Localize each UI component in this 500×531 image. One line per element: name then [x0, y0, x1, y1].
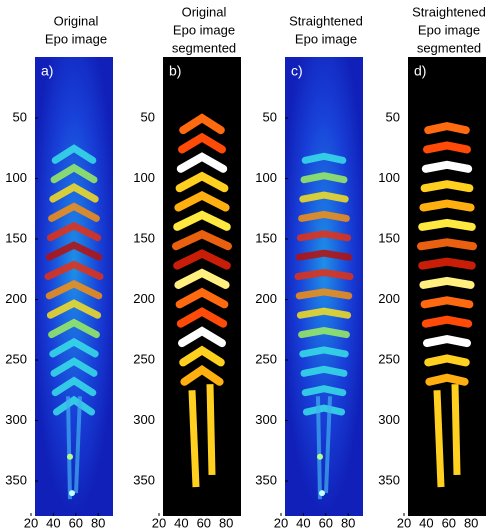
- panel-title: Epo image: [45, 31, 107, 46]
- x-tick-label: 80: [341, 515, 355, 530]
- x-tick-label: 60: [442, 515, 456, 530]
- stripe: [428, 126, 466, 130]
- panel-label: c): [291, 63, 303, 79]
- panel-title: Epo image: [173, 22, 235, 37]
- y-tick-label: 150: [255, 230, 277, 245]
- stripe: [426, 320, 468, 324]
- x-tick-label: 40: [419, 515, 433, 530]
- stripe: [425, 300, 470, 304]
- stripe: [425, 184, 470, 188]
- panel-title: Epo image: [295, 31, 357, 46]
- stripe: [300, 311, 347, 315]
- panel-image: [35, 57, 113, 516]
- stripe: [303, 350, 345, 354]
- y-tick-label: 200: [255, 291, 277, 306]
- y-tick-label: 150: [133, 230, 155, 245]
- y-tick-label: 150: [5, 230, 27, 245]
- stripe: [300, 234, 347, 238]
- spot: [67, 454, 73, 460]
- y-tick-label: 100: [255, 170, 277, 185]
- y-tick-label: 250: [5, 351, 27, 366]
- stripe: [429, 378, 464, 382]
- y-tick-label: 100: [378, 170, 400, 185]
- x-tick-label: 40: [46, 515, 60, 530]
- stripe: [302, 214, 347, 218]
- y-tick-label: 250: [133, 351, 155, 366]
- panel-label: a): [41, 63, 53, 79]
- stripe: [305, 156, 343, 160]
- y-tick-label: 300: [378, 412, 400, 427]
- y-tick-label: 300: [5, 412, 27, 427]
- panel-image: [163, 57, 241, 516]
- x-tick-label: 60: [197, 515, 211, 530]
- x-tick-label: 80: [219, 515, 233, 530]
- figure: Original Epo image a) 50 100 150 200 250 300 350 2…: [0, 0, 500, 531]
- stripe: [427, 145, 467, 149]
- x-tick-label: 80: [464, 515, 478, 530]
- stripe: [427, 339, 467, 343]
- stripe: [304, 176, 344, 180]
- panel-image: [408, 57, 486, 516]
- spot: [69, 490, 75, 496]
- y-tick-label: 350: [133, 472, 155, 487]
- y-tick-label: 250: [378, 351, 400, 366]
- stripe: [302, 331, 347, 335]
- stripe: [428, 358, 466, 362]
- stripe: [299, 253, 349, 257]
- stripe: [421, 242, 473, 246]
- y-tick-label: 50: [263, 109, 277, 124]
- stripe: [305, 389, 343, 393]
- stripe: [423, 204, 470, 208]
- y-tick-label: 250: [255, 351, 277, 366]
- x-tick-label: 20: [397, 515, 411, 530]
- y-tick-label: 50: [386, 109, 400, 124]
- y-tick-label: 50: [13, 109, 27, 124]
- stripe: [423, 281, 470, 285]
- x-tick-label: 20: [24, 515, 38, 530]
- y-tick-label: 350: [378, 472, 400, 487]
- y-tick-label: 100: [5, 170, 27, 185]
- stripe: [306, 408, 341, 412]
- x-tick-label: 60: [69, 515, 83, 530]
- y-tick-label: 50: [141, 109, 155, 124]
- stripe: [422, 223, 472, 227]
- panel-title: Straightened: [412, 4, 486, 19]
- y-tick-label: 200: [378, 291, 400, 306]
- panel-title: Straightened: [289, 13, 363, 28]
- y-tick-label: 300: [255, 412, 277, 427]
- y-tick-label: 200: [133, 291, 155, 306]
- y-tick-label: 100: [133, 170, 155, 185]
- stripe: [422, 262, 472, 266]
- stripe: [304, 369, 344, 373]
- panel-label: d): [414, 63, 426, 79]
- panel-title: Original: [182, 4, 227, 19]
- panel-title: Original: [54, 13, 99, 28]
- x-tick-label: 20: [274, 515, 288, 530]
- x-tick-label: 40: [174, 515, 188, 530]
- panel-label: b): [169, 63, 181, 79]
- panel-title: segmented: [417, 40, 481, 55]
- y-tick-label: 150: [378, 230, 400, 245]
- x-tick-label: 80: [91, 515, 105, 530]
- y-tick-label: 300: [133, 412, 155, 427]
- x-tick-label: 40: [296, 515, 310, 530]
- y-tick-label: 350: [5, 472, 27, 487]
- x-tick-label: 60: [319, 515, 333, 530]
- image-background: [285, 57, 363, 516]
- y-tick-label: 200: [5, 291, 27, 306]
- x-tick-label: 20: [152, 515, 166, 530]
- panel-title: Epo image: [418, 22, 480, 37]
- stripe: [426, 165, 468, 169]
- spot: [317, 454, 323, 460]
- y-tick-label: 350: [255, 472, 277, 487]
- stripe: [303, 195, 345, 199]
- stripe: [299, 292, 349, 296]
- stripe: [298, 273, 350, 277]
- spot: [319, 490, 325, 496]
- panel-image: [285, 57, 363, 516]
- panel-title: segmented: [172, 40, 236, 55]
